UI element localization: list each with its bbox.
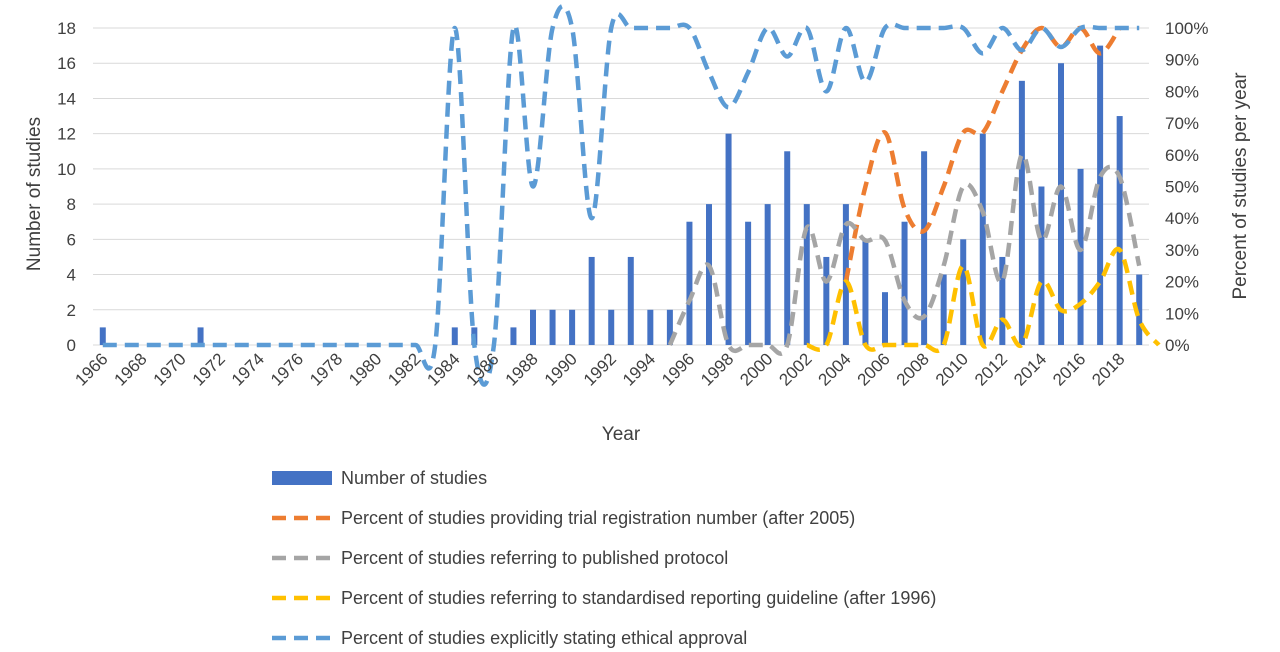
line-series-group	[102, 4, 1161, 387]
bar	[725, 133, 732, 345]
left-axis-ticks: 0 2 4 6 8 10 12 14 16 18	[57, 19, 76, 355]
legend-label: Number of studies	[341, 468, 487, 488]
bar	[99, 327, 106, 345]
bar	[647, 309, 654, 345]
bar	[530, 309, 536, 345]
left-tick-label: 6	[67, 230, 76, 249]
right-tick-label: 0%	[1165, 336, 1190, 355]
bar	[706, 204, 712, 345]
bar	[960, 239, 967, 345]
right-tick-label: 80%	[1165, 82, 1199, 101]
bar	[549, 309, 556, 345]
right-tick-label: 70%	[1165, 114, 1199, 133]
bar	[1116, 116, 1123, 345]
right-axis-title: Percent of studies per year	[1230, 72, 1251, 300]
bar	[862, 239, 869, 345]
bar	[784, 151, 791, 345]
left-tick-label: 4	[67, 266, 76, 285]
right-tick-label: 50%	[1165, 178, 1199, 197]
bar	[451, 327, 458, 345]
right-tick-label: 20%	[1165, 273, 1199, 292]
legend-label: Percent of studies referring to publishe…	[341, 548, 728, 568]
left-tick-label: 16	[57, 54, 76, 73]
legend-label: Percent of studies providing trial regis…	[341, 508, 855, 528]
legend-label: Percent of studies explicitly stating et…	[341, 628, 747, 648]
bar	[999, 256, 1006, 345]
series-line-3	[102, 4, 1140, 387]
left-tick-label: 14	[57, 89, 76, 108]
series-line-0	[843, 25, 1122, 283]
bar	[764, 204, 771, 345]
right-axis-ticks: 0% 10% 20% 30% 40% 50% 60% 70% 80% 90% 100%	[1165, 19, 1208, 355]
right-tick-label: 30%	[1165, 241, 1199, 260]
series-line-1	[667, 152, 1142, 356]
right-tick-label: 10%	[1165, 304, 1199, 323]
left-tick-label: 10	[57, 160, 76, 179]
legend-label: Percent of studies referring to standard…	[341, 588, 936, 608]
bar	[940, 274, 947, 345]
bar	[666, 309, 673, 345]
series-line-2	[806, 246, 1161, 354]
bar	[1077, 168, 1084, 345]
left-tick-label: 2	[67, 301, 76, 320]
left-tick-label: 8	[67, 195, 76, 214]
bar-series	[99, 45, 1143, 345]
bar	[588, 256, 595, 345]
bar	[1018, 80, 1025, 345]
bar	[608, 309, 615, 345]
legend: Number of studies Percent of studies prov…	[272, 468, 936, 648]
bar	[882, 292, 888, 345]
bar	[686, 221, 693, 345]
left-axis-title: Number of studies	[24, 117, 45, 271]
right-tick-label: 90%	[1165, 51, 1199, 70]
bar	[745, 221, 752, 345]
bar	[1136, 274, 1143, 345]
left-tick-label: 12	[57, 125, 76, 144]
bar	[901, 221, 908, 345]
right-tick-label: 100%	[1165, 19, 1208, 38]
x-axis-title: Year	[602, 424, 641, 445]
bar	[823, 256, 830, 345]
right-tick-label: 60%	[1165, 146, 1199, 165]
bar	[569, 309, 576, 345]
left-tick-label: 0	[67, 336, 76, 355]
bar	[1097, 45, 1104, 345]
bar	[1058, 63, 1064, 345]
bar	[803, 204, 810, 345]
legend-swatch-bar	[272, 471, 332, 485]
bar	[1038, 186, 1045, 345]
bar	[979, 133, 986, 345]
bar	[627, 256, 634, 345]
bar	[510, 327, 517, 345]
right-tick-label: 40%	[1165, 209, 1199, 228]
bar	[921, 151, 928, 345]
bar	[197, 327, 204, 345]
left-tick-label: 18	[57, 19, 76, 38]
